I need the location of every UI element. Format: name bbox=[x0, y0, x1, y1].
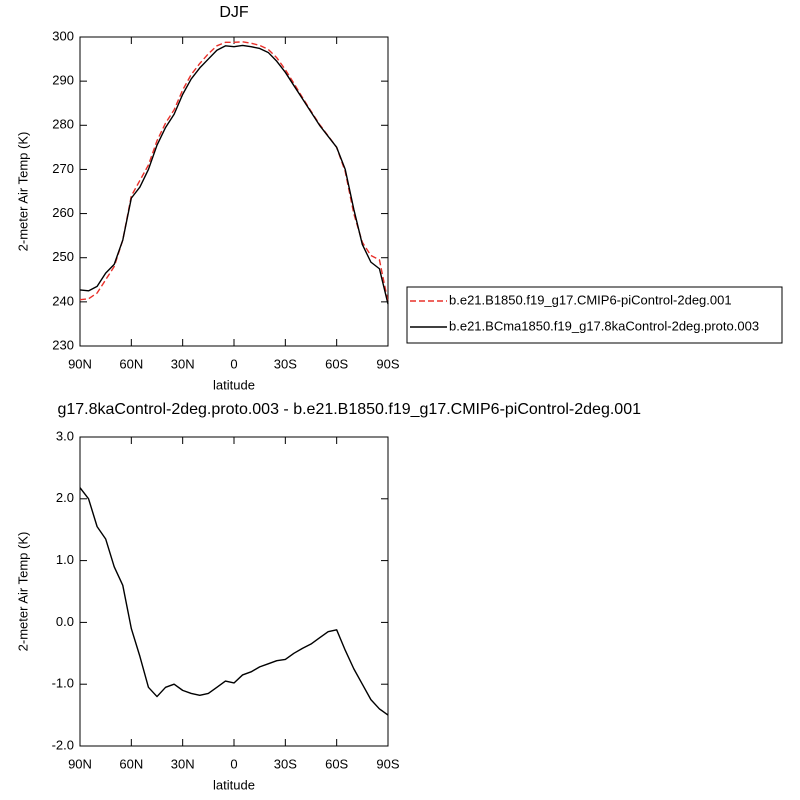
x-axis-label: latitude bbox=[213, 377, 255, 392]
x-tick-label: 30S bbox=[274, 356, 297, 371]
x-tick-label: 60S bbox=[325, 356, 348, 371]
y-tick-label: 240 bbox=[52, 293, 74, 308]
x-tick-label: 90S bbox=[376, 756, 399, 771]
y-axis-label: 2-meter Air Temp (K) bbox=[15, 532, 30, 652]
y-tick-label: 260 bbox=[52, 205, 74, 220]
data-line bbox=[79, 44, 389, 305]
y-tick-label: 280 bbox=[52, 117, 74, 132]
y-tick-label: -2.0 bbox=[52, 737, 74, 752]
y-tick-label: 2.0 bbox=[56, 490, 74, 505]
x-tick-label: 90S bbox=[376, 356, 399, 371]
x-tick-label: 30N bbox=[171, 356, 195, 371]
y-axis-label: 2-meter Air Temp (K) bbox=[15, 132, 30, 252]
legend-label: b.e21.BCma1850.f19_g17.8kaControl-2deg.p… bbox=[449, 318, 759, 333]
y-tick-label: 0.0 bbox=[56, 614, 74, 629]
y-tick-label: 300 bbox=[52, 28, 74, 43]
y-tick-label: 1.0 bbox=[56, 552, 74, 567]
legend-label: b.e21.B1850.f19_g17.CMIP6-piControl-2deg… bbox=[449, 292, 732, 307]
data-line bbox=[79, 487, 389, 716]
x-tick-label: 0 bbox=[230, 756, 237, 771]
plot-frame bbox=[79, 36, 389, 347]
y-tick-label: 230 bbox=[52, 337, 74, 352]
legend-box bbox=[406, 286, 783, 344]
chart-title: g17.8kaControl-2deg.proto.003 - b.e21.B1… bbox=[57, 401, 641, 418]
x-tick-label: 60N bbox=[119, 356, 143, 371]
x-tick-label: 60S bbox=[325, 756, 348, 771]
x-tick-label: 0 bbox=[230, 356, 237, 371]
x-tick-label: 30N bbox=[171, 756, 195, 771]
x-tick-label: 90N bbox=[68, 356, 92, 371]
x-axis-label: latitude bbox=[213, 777, 255, 792]
y-tick-label: 290 bbox=[52, 73, 74, 88]
y-tick-label: 250 bbox=[52, 249, 74, 264]
y-tick-label: 270 bbox=[52, 161, 74, 176]
plot-frame bbox=[79, 436, 389, 747]
y-tick-label: 3.0 bbox=[56, 428, 74, 443]
x-tick-label: 60N bbox=[119, 756, 143, 771]
chart-title: DJF bbox=[219, 4, 249, 21]
data-line bbox=[79, 41, 389, 302]
x-tick-label: 30S bbox=[274, 756, 297, 771]
x-tick-label: 90N bbox=[68, 756, 92, 771]
y-tick-label: -1.0 bbox=[52, 676, 74, 691]
